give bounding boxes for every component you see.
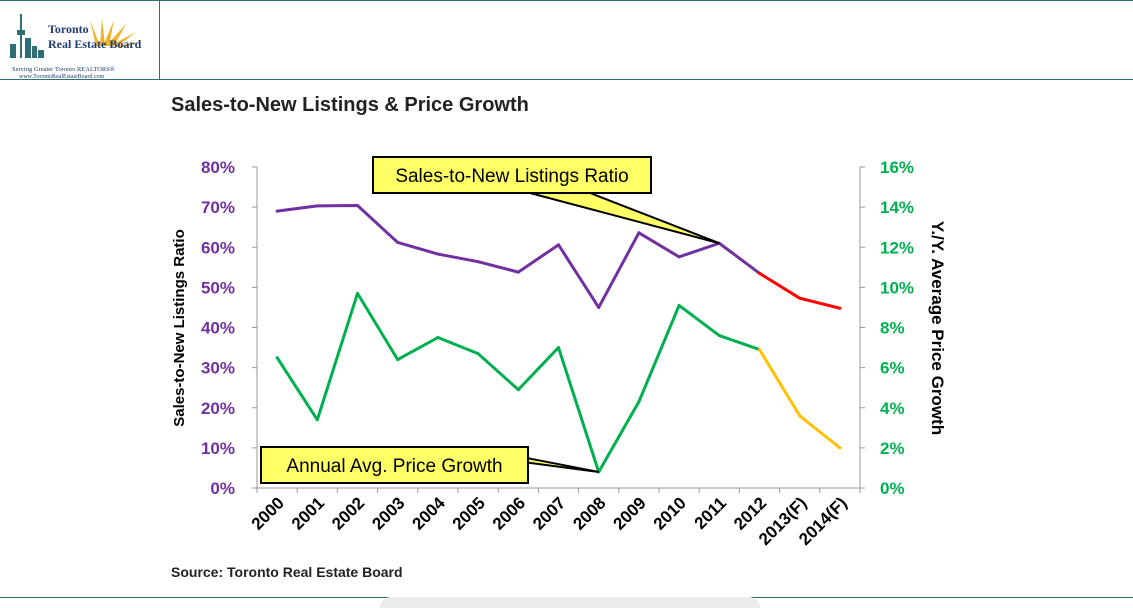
series-0-point [436, 252, 440, 256]
x-tick-label: 2008 [569, 493, 609, 533]
y-tick-label: 50% [201, 278, 235, 297]
series-1-point [637, 400, 641, 404]
series-1-forecast-line [758, 348, 841, 450]
series-0-point [356, 204, 359, 208]
series-0-point [597, 305, 601, 309]
sun-icon [90, 18, 142, 48]
x-tick-label: 2004 [409, 493, 450, 534]
series-0-point [476, 260, 480, 264]
series-0-point [758, 271, 761, 275]
callout-0-box [372, 156, 652, 194]
header-divider [0, 79, 1133, 80]
series-1-point [677, 303, 681, 307]
series-0-point [275, 209, 279, 213]
treb-logo[interactable]: Toronto Real Estate Board Serving Greate… [6, 8, 156, 80]
callout-0-pointer [529, 192, 720, 245]
y2-tick-label: 8% [880, 319, 905, 338]
y2-tick-label: 16% [880, 158, 914, 177]
y-tick-label: 0% [210, 479, 235, 498]
series-0-point [798, 296, 802, 300]
page-title: Sales-to-New Listings & Price Growth [171, 94, 529, 116]
chart-series [275, 204, 842, 474]
series-1-point [315, 418, 319, 422]
logo-line-2: Real Estate Board [48, 37, 142, 51]
y-tick-label: 10% [201, 439, 235, 458]
series-0-point [677, 255, 681, 259]
y-tick-label: 40% [201, 319, 235, 338]
chart-callouts: Sales-to-New Listings Ratio Annual Avg. P… [260, 156, 720, 484]
y2-tick-label: 2% [880, 439, 905, 458]
y-tick-label: 70% [201, 198, 235, 217]
y-tick-label: 80% [201, 158, 235, 177]
series-1-point [275, 356, 279, 360]
y-tick-label: 20% [201, 399, 235, 418]
x-tick-label: 2003 [368, 493, 408, 533]
header-vertical-divider [159, 0, 160, 80]
series-0-forecast-line [758, 272, 841, 310]
chart-ticks: 0% 10% 20% 30% 40% 50% 60% 70% 80% 0% 2% 4% 6% 8% 10% 1… [201, 158, 914, 549]
logo-tagline: Serving Greater Toronto REALTORS® [12, 66, 115, 73]
y2-tick-label: 4% [880, 399, 905, 418]
x-tick-label: 2001 [288, 493, 328, 533]
series-1-point [516, 388, 520, 392]
top-rule [0, 0, 1133, 1]
logo-line-1: Toronto [48, 22, 89, 36]
x-tick-label: 2007 [529, 493, 569, 533]
y2-tick-label: 14% [880, 198, 914, 217]
series-0-point [838, 306, 842, 310]
x-tick-label: 2005 [449, 493, 489, 533]
y2-tick-label: 6% [880, 359, 905, 378]
series-1-point [356, 291, 359, 295]
callout-1-label: Annual Avg. Price Growth [286, 456, 502, 477]
x-tick-label: 2011 [691, 493, 731, 533]
callout-1-box [260, 446, 529, 484]
series-1-point [838, 446, 842, 450]
series-0-line [276, 204, 761, 309]
y2-tick-label: 12% [880, 238, 914, 257]
series-0-point [516, 270, 520, 274]
cn-tower-icon [10, 14, 44, 58]
series-0-point [637, 231, 641, 235]
series-0-point [315, 204, 319, 208]
x-tick-label: 2006 [489, 493, 529, 533]
logo-graphic [10, 14, 142, 58]
series-1-point [396, 358, 400, 362]
x-tick-label: 2002 [328, 493, 368, 533]
logo-url: www.TorontoRealEstateBoard.com [19, 74, 105, 80]
series-1-point [717, 334, 721, 338]
y-axis-title: Sales-to-New Listings Ratio [171, 229, 188, 427]
series-1-point [758, 348, 761, 352]
y-tick-label: 30% [201, 359, 235, 378]
series-1-line [275, 291, 760, 474]
series-0-point [396, 240, 400, 244]
y2-axis-title: Y./Y. Average Price Growth [928, 221, 947, 435]
y2-tick-label: 10% [880, 278, 914, 297]
source-note: Source: Toronto Real Estate Board [171, 564, 403, 580]
series-0-point [557, 243, 560, 247]
y2-tick-label: 0% [880, 479, 905, 498]
y-tick-label: 60% [201, 238, 235, 257]
series-1-point [476, 352, 480, 356]
x-tick-label: 2000 [248, 493, 288, 533]
series-1-point [557, 346, 560, 350]
series-1-point [798, 414, 802, 418]
footer-shape [380, 597, 760, 608]
x-tick-label: 2009 [610, 493, 650, 533]
x-tick-label: 2010 [650, 493, 690, 533]
series-1-point [436, 336, 440, 340]
callout-0-label: Sales-to-New Listings Ratio [395, 166, 628, 187]
